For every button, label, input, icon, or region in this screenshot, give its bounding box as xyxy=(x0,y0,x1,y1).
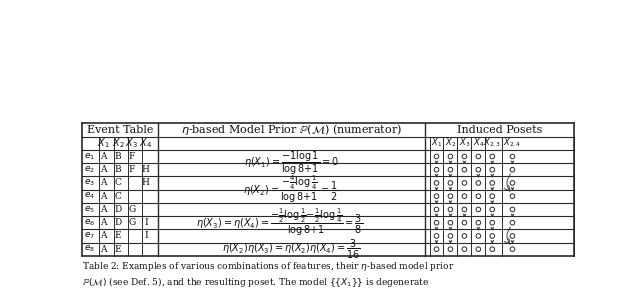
Text: A: A xyxy=(100,152,106,161)
Text: $X_4$: $X_4$ xyxy=(140,136,152,150)
Text: $\eta(X_1) = \dfrac{-1\log 1}{\log 8{+}1} = 0$: $\eta(X_1) = \dfrac{-1\log 1}{\log 8{+}1… xyxy=(244,150,339,177)
Text: H: H xyxy=(142,178,150,187)
Text: A: A xyxy=(100,231,106,240)
Text: $e_5$: $e_5$ xyxy=(84,204,95,215)
Text: I: I xyxy=(144,231,148,240)
Text: B: B xyxy=(115,152,122,161)
Text: B: B xyxy=(115,165,122,174)
Text: H: H xyxy=(142,165,150,174)
Text: A: A xyxy=(100,205,106,214)
Text: G: G xyxy=(128,218,136,227)
Text: $e_4$: $e_4$ xyxy=(84,191,95,202)
Text: E: E xyxy=(115,245,122,254)
Text: I: I xyxy=(144,218,148,227)
Text: $X_3$: $X_3$ xyxy=(125,136,138,150)
Text: A: A xyxy=(100,245,106,254)
Text: Induced Posets: Induced Posets xyxy=(456,125,542,135)
Text: F: F xyxy=(129,152,135,161)
Text: D: D xyxy=(115,205,122,214)
Text: $X_1$: $X_1$ xyxy=(431,137,442,149)
Text: F: F xyxy=(129,165,135,174)
Text: $\eta(X_3) = \eta(X_4) = \dfrac{-\frac{1}{2}\log\frac{1}{2}{-}\frac{1}{2}\log\fr: $\eta(X_3) = \eta(X_4) = \dfrac{-\frac{1… xyxy=(196,207,363,238)
Text: $X_3$: $X_3$ xyxy=(459,137,470,149)
Text: A: A xyxy=(100,192,106,201)
Text: $X_{2,4}$: $X_{2,4}$ xyxy=(503,137,522,149)
Text: $\eta(X_2)\eta(X_3) = \eta(X_2)\eta(X_4) = \dfrac{3}{16}$: $\eta(X_2)\eta(X_3) = \eta(X_2)\eta(X_4)… xyxy=(222,238,360,261)
Text: Table 2: Examples of various combinations of features, their $\eta$-based model : Table 2: Examples of various combination… xyxy=(83,260,455,290)
Text: D: D xyxy=(115,218,122,227)
Text: $X_{2,3}$: $X_{2,3}$ xyxy=(483,137,501,149)
Text: $e_3$: $e_3$ xyxy=(84,178,95,188)
Text: A: A xyxy=(100,218,106,227)
Text: E: E xyxy=(115,231,122,240)
Text: C: C xyxy=(115,178,122,187)
Text: $e_2$: $e_2$ xyxy=(84,164,95,175)
Text: $\eta(X_2) = \dfrac{-\frac{4}{4}\log\frac{1}{4}}{\log 8{+}1} = \dfrac{1}{2}$: $\eta(X_2) = \dfrac{-\frac{4}{4}\log\fra… xyxy=(243,174,339,205)
Text: $X_4$: $X_4$ xyxy=(472,137,484,149)
Text: $X_2$: $X_2$ xyxy=(445,137,456,149)
Text: A: A xyxy=(100,178,106,187)
Text: $\eta$-based Model Prior $\mathbb{P}(\mathcal{M})$ (numerator): $\eta$-based Model Prior $\mathbb{P}(\ma… xyxy=(180,122,402,137)
Text: $e_6$: $e_6$ xyxy=(84,218,95,228)
Text: $e_1$: $e_1$ xyxy=(84,151,95,162)
Text: $X_1$: $X_1$ xyxy=(97,136,109,150)
Text: Event Table: Event Table xyxy=(87,125,153,135)
Text: G: G xyxy=(128,205,136,214)
Text: C: C xyxy=(115,192,122,201)
Text: $X_2$: $X_2$ xyxy=(111,136,124,150)
Text: A: A xyxy=(100,165,106,174)
Text: $e_8$: $e_8$ xyxy=(84,244,95,254)
Text: $e_7$: $e_7$ xyxy=(84,231,95,241)
